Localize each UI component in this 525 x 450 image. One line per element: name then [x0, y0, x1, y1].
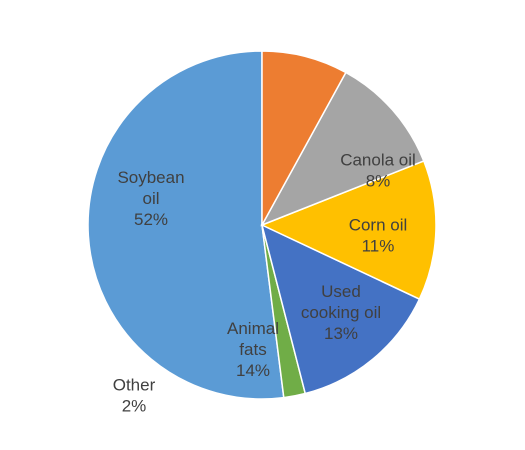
data-label-name: Corn oil — [349, 216, 408, 235]
pie-slices — [87, 50, 437, 400]
data-label-percent: 52% — [134, 210, 168, 229]
data-label-name: Other — [113, 376, 156, 395]
data-label-percent: 8% — [366, 172, 391, 191]
data-label-used-cooking-oil: Used cooking oil 13% — [301, 282, 381, 343]
pie-slice-canola-oil[interactable] — [261, 50, 347, 226]
pie-slice-used-cooking-oil[interactable] — [260, 159, 437, 301]
data-label-percent: 2% — [122, 397, 147, 416]
data-label-animal-fats: Animal fats 14% — [227, 319, 279, 380]
data-label-name: Used — [321, 282, 361, 301]
data-label-other: Other 2% — [113, 376, 156, 416]
data-label-percent: 11% — [362, 237, 395, 256]
data-label-soybean-oil: Soybean oil 52% — [117, 168, 184, 229]
data-label-percent: 14% — [236, 361, 270, 380]
data-label-name: Animal — [227, 319, 279, 338]
pie-slice-soybean-oil[interactable] — [87, 50, 285, 400]
data-label-name: Canola oil — [340, 151, 416, 170]
pie-slice-animal-fats[interactable] — [260, 223, 421, 395]
data-label-canola-oil: Canola oil 8% — [340, 151, 416, 191]
data-label-name: Soybean — [117, 168, 184, 187]
pie-labels: Soybean oil 52% Other 2% Animal fats 14% Used coo… — [113, 151, 416, 416]
data-label-name: oil — [142, 189, 159, 208]
data-label-corn-oil: Corn oil 11% — [349, 216, 408, 256]
data-label-name: fats — [239, 340, 266, 359]
pie-slice-corn-oil[interactable] — [260, 71, 425, 227]
data-label-name: cooking oil — [301, 303, 381, 322]
data-label-percent: 13% — [324, 324, 358, 343]
